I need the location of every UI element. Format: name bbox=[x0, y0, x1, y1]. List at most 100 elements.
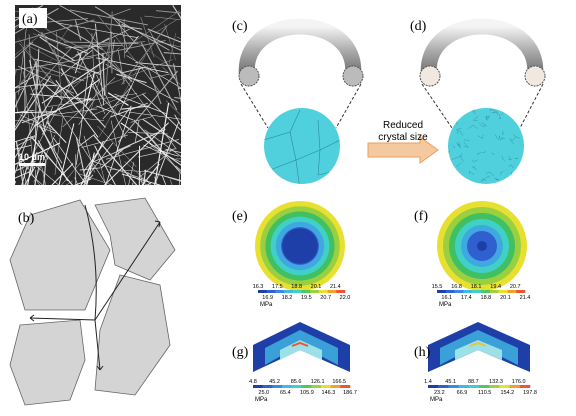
colorbar-segment bbox=[519, 385, 531, 388]
grain-boundary bbox=[501, 136, 505, 140]
grain-boundary bbox=[454, 108, 460, 111]
colorbar-segment bbox=[454, 290, 464, 293]
fiber bbox=[15, 135, 36, 143]
colorbar-label: 110.5 bbox=[478, 390, 491, 396]
fiber bbox=[15, 118, 36, 175]
grain-boundary bbox=[480, 178, 487, 182]
fiber bbox=[36, 48, 40, 90]
fiber bbox=[96, 14, 135, 61]
colorbar-segment bbox=[330, 385, 341, 388]
scale-text: 10 μm bbox=[19, 152, 45, 162]
fiber bbox=[40, 160, 46, 185]
fiber bbox=[18, 65, 74, 94]
fiber bbox=[110, 102, 148, 118]
fiber bbox=[27, 144, 36, 185]
fiber bbox=[51, 65, 112, 94]
colorbar-segment bbox=[481, 290, 491, 293]
fiber bbox=[143, 170, 181, 181]
fiber bbox=[15, 69, 17, 77]
fiber bbox=[102, 52, 106, 96]
grain-boundary bbox=[486, 171, 495, 177]
fiber bbox=[165, 100, 181, 116]
grains bbox=[9, 197, 176, 406]
colorbar-segment bbox=[320, 385, 331, 388]
colorbar-segment bbox=[266, 290, 276, 293]
colorbar-label: 23.2 bbox=[434, 390, 445, 396]
fiber bbox=[94, 145, 116, 185]
colorbar-segment bbox=[340, 385, 351, 388]
colorbar-label: 176.0 bbox=[512, 379, 526, 385]
fiber bbox=[118, 66, 141, 115]
colorbar-unit: MPa bbox=[255, 397, 268, 403]
fiber bbox=[34, 63, 38, 145]
fiber bbox=[116, 73, 147, 84]
colorbar-label: 45.1 bbox=[445, 379, 456, 385]
fiber bbox=[141, 163, 160, 185]
grain-boundary bbox=[494, 177, 499, 181]
fiber bbox=[15, 144, 32, 150]
colorbar-segment bbox=[272, 385, 283, 388]
colorbar-label: 45.2 bbox=[269, 379, 280, 385]
fiber bbox=[103, 122, 170, 185]
fiber bbox=[33, 134, 56, 183]
grain-boundary bbox=[476, 151, 482, 155]
grain-boundary bbox=[456, 128, 462, 135]
fiber bbox=[74, 20, 82, 41]
colorbar-label: 166.5 bbox=[332, 379, 346, 385]
grain-boundary bbox=[498, 113, 501, 120]
fiber bbox=[54, 116, 64, 175]
fiber bbox=[86, 40, 166, 58]
grain-boundary bbox=[472, 166, 477, 170]
colorbar-segment bbox=[472, 290, 482, 293]
colorbar-label: 21.4 bbox=[520, 295, 531, 301]
fiber bbox=[15, 170, 33, 179]
fiber bbox=[121, 25, 168, 85]
grain-boundary bbox=[458, 141, 461, 147]
arrow-text: crystal size bbox=[378, 132, 428, 143]
colorbar-segment bbox=[489, 290, 499, 293]
fiber bbox=[110, 39, 115, 67]
fiber bbox=[59, 5, 90, 23]
grain-boundary bbox=[514, 157, 518, 159]
arrow bbox=[367, 136, 439, 164]
fiber bbox=[174, 97, 181, 99]
grain-boundary bbox=[486, 115, 490, 121]
grain-boundary bbox=[502, 130, 505, 135]
colorbar-label: 21.4 bbox=[330, 284, 341, 290]
colorbar-segment bbox=[311, 385, 322, 388]
fiber bbox=[39, 125, 69, 182]
grain-boundary bbox=[510, 136, 517, 141]
fiber bbox=[15, 92, 35, 128]
fiber bbox=[177, 87, 181, 89]
fiber bbox=[75, 28, 130, 56]
grain-boundary bbox=[518, 109, 523, 113]
fiber bbox=[28, 171, 43, 185]
fiber bbox=[77, 134, 95, 148]
fiber bbox=[117, 50, 125, 85]
grain-boundary bbox=[484, 115, 490, 120]
colorbar-segment bbox=[489, 385, 500, 388]
fiber bbox=[66, 89, 82, 104]
colorbar-label: 132.3 bbox=[489, 379, 503, 385]
colorbar-segment bbox=[428, 385, 439, 388]
colorbar-label: 18.8 bbox=[291, 284, 302, 290]
grain-boundary bbox=[463, 139, 470, 141]
colorbar-label: 25.0 bbox=[258, 390, 269, 396]
colorbar-segment bbox=[516, 290, 526, 293]
colorbar-label: 85.6 bbox=[291, 379, 302, 385]
fiber bbox=[154, 19, 177, 34]
fiber bbox=[93, 135, 138, 185]
fiber bbox=[15, 57, 94, 71]
colorbar-unit: MPa bbox=[439, 302, 452, 308]
colorbar-unit: MPa bbox=[260, 302, 273, 308]
fiber bbox=[144, 15, 181, 20]
fiber bbox=[102, 85, 133, 120]
fiber bbox=[16, 67, 35, 89]
fiber bbox=[78, 30, 97, 70]
fiber bbox=[17, 37, 79, 118]
fiber bbox=[80, 141, 104, 185]
colorbar-label: 20.1 bbox=[311, 284, 322, 290]
fiber bbox=[77, 51, 102, 97]
colorbar-segment bbox=[499, 385, 510, 388]
